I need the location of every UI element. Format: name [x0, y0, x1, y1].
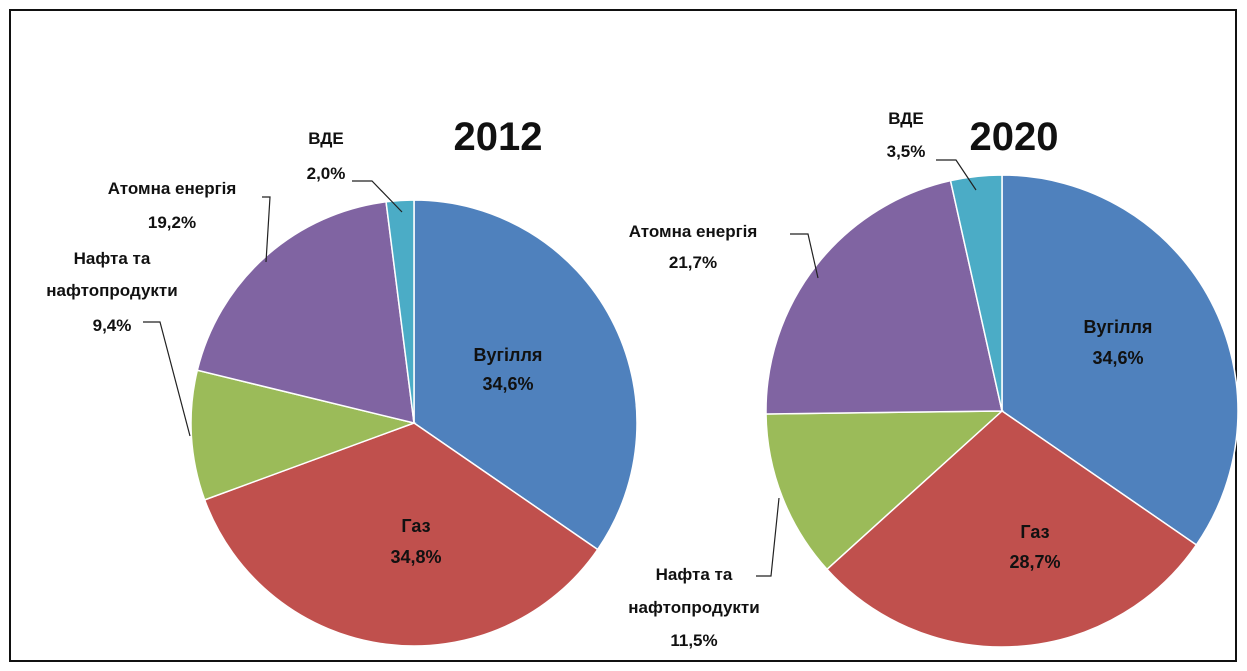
- label-res-2012: ВДЕ: [308, 129, 344, 148]
- pie-slice-res-2012: [385, 199, 415, 424]
- pie-slices-2012: [190, 199, 638, 647]
- value-coal-2020: 34,6%: [1092, 348, 1143, 368]
- pie-slice-nuclear-2012: [196, 200, 415, 424]
- pie-slice-coal-2012: [413, 199, 638, 551]
- pie-slice-nuclear-2020: [765, 179, 1003, 415]
- pie-slice-gas-2020: [825, 410, 1198, 648]
- pie-slice-oil-2020: [765, 410, 1004, 571]
- value-gas-2012: 34,8%: [390, 547, 441, 567]
- label-nuclear-2012: Атомна енергія: [108, 179, 237, 198]
- label-oil-line1-2012: Нафта та: [74, 249, 151, 268]
- label-coal-2012: Вугілля: [474, 345, 543, 365]
- leader-res-2020: [936, 159, 977, 191]
- pie-slice-oil-2012: [190, 369, 417, 501]
- chart-title-2012: 2012: [454, 115, 543, 159]
- leader-nuclear-2012: [262, 196, 271, 263]
- value-gas-2020: 28,7%: [1009, 552, 1060, 572]
- pie-slices-2020: [765, 174, 1239, 648]
- value-oil-2020: 11,5%: [670, 631, 717, 650]
- label-coal-2020: Вугілля: [1084, 317, 1153, 337]
- value-res-2012: 2,0%: [307, 164, 346, 183]
- label-res-2020: ВДЕ: [888, 109, 924, 128]
- value-nuclear-2020: 21,7%: [669, 253, 717, 272]
- label-gas-2012: Газ: [401, 516, 430, 536]
- label-gas-2020: Газ: [1020, 522, 1049, 542]
- leader-oil-2012: [143, 321, 191, 437]
- leader-oil-2020: [756, 497, 780, 577]
- pie-slice-coal-2020: [1001, 174, 1239, 546]
- label-nuclear-2020: Атомна енергія: [629, 222, 758, 241]
- pie-slice-res-2020: [949, 174, 1003, 412]
- pie-slice-gas-2012: [203, 422, 599, 647]
- pie-chart-2012: 2012 Вугілля 34,6% Газ 34,8% ВДЕ 2,0% Ат…: [46, 115, 638, 647]
- value-coal-2012: 34,6%: [482, 374, 533, 394]
- leader-res-2012: [352, 180, 403, 213]
- value-res-2020: 3,5%: [887, 142, 926, 161]
- label-oil-line1-2020: Нафта та: [656, 565, 733, 584]
- pie-chart-2020: 2020 Вугілля 34,6% Газ 28,7% ВДЕ 3,5% Ат…: [628, 109, 1239, 650]
- label-oil-line2-2020: нафтопродукти: [628, 598, 759, 617]
- value-oil-2012: 9,4%: [93, 316, 132, 335]
- label-oil-line2-2012: нафтопродукти: [46, 281, 177, 300]
- value-nuclear-2012: 19,2%: [148, 213, 196, 232]
- chart-title-2020: 2020: [970, 115, 1059, 159]
- leader-nuclear-2020: [790, 233, 819, 279]
